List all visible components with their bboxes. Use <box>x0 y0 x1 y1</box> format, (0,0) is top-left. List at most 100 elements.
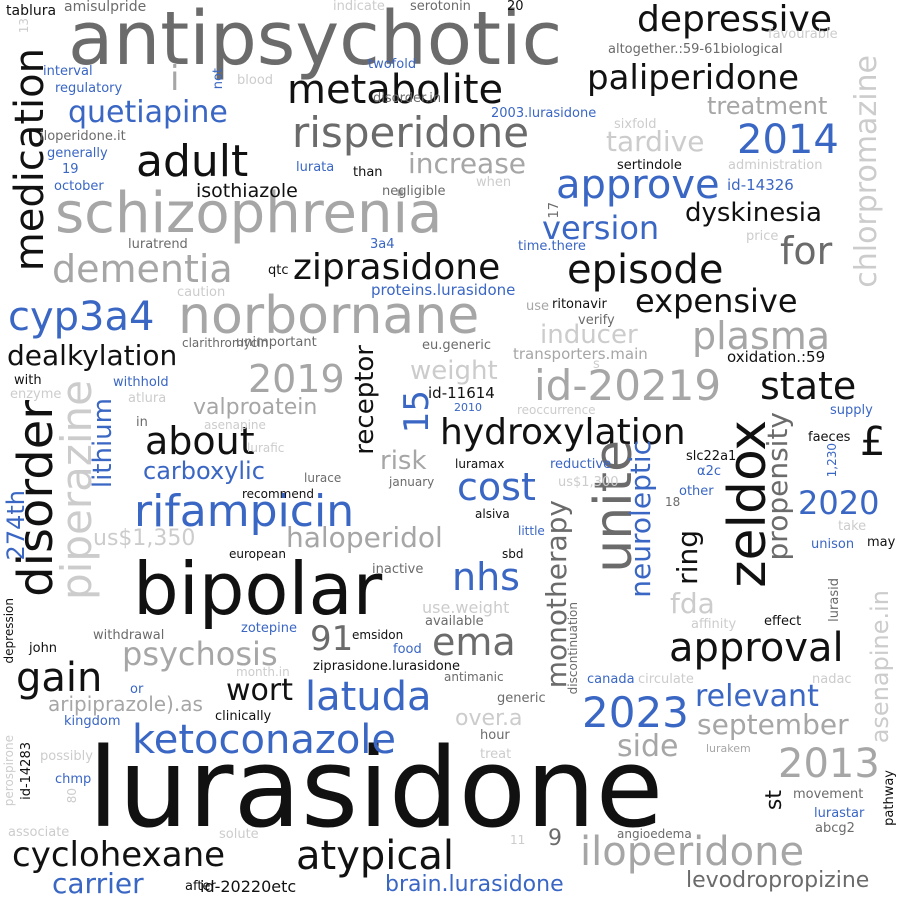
word: clinically <box>215 709 272 724</box>
word: id-14283 <box>19 742 34 800</box>
word: aripiprazole).as <box>48 692 203 716</box>
word: 17 <box>547 202 562 219</box>
word: zotepine <box>241 621 297 636</box>
word: effect <box>764 614 802 629</box>
word: about <box>145 419 255 463</box>
word: ziprasidone.lurasidone <box>313 659 460 674</box>
word: treatment <box>707 92 828 120</box>
word: hydroxylation <box>440 412 686 453</box>
word: interval <box>43 64 93 79</box>
word: associate <box>8 825 70 840</box>
word: regulatory <box>55 81 123 96</box>
word: perospirone <box>2 735 16 807</box>
word: cyclohexane <box>12 835 226 875</box>
word: ziprasidone <box>293 247 501 288</box>
word: 2003.lurasidone <box>491 106 597 121</box>
word: 2014 <box>737 117 839 163</box>
word: carboxylic <box>143 457 265 485</box>
word: lurace <box>304 471 342 485</box>
word: antipsychotic <box>68 0 563 82</box>
word: withdrawal <box>93 628 165 643</box>
word: wort <box>226 673 293 708</box>
word: 2019 <box>248 357 345 401</box>
word: lurastar <box>814 806 865 821</box>
word: blood <box>237 73 274 88</box>
word: caution <box>177 285 226 300</box>
word: brain.lurasidone <box>385 872 564 897</box>
word: receptor <box>350 345 380 455</box>
word: luramax <box>455 457 505 471</box>
word: 80 <box>65 788 79 804</box>
word: affinity <box>691 617 737 632</box>
word: lurata <box>296 160 335 175</box>
word: kingdom <box>64 714 121 729</box>
word: metabolite <box>287 67 504 113</box>
word: indicate <box>333 0 385 14</box>
word: depression <box>2 598 16 664</box>
word: sixfold <box>614 117 657 132</box>
word: isothiazole <box>196 180 298 202</box>
word: episode <box>567 247 724 293</box>
word: nhs <box>452 555 520 599</box>
word: iloperidone.it <box>40 129 126 144</box>
word: adult <box>136 136 249 187</box>
word: asenapine <box>204 418 266 432</box>
word: oxidation.:59 <box>727 348 826 366</box>
word: emsidon <box>352 628 404 642</box>
word: lurasidone <box>88 724 664 852</box>
word: expensive <box>635 282 798 320</box>
word: hour <box>480 728 510 743</box>
word: inactive <box>372 562 424 577</box>
word: chmp <box>55 772 92 787</box>
word: atlura <box>128 391 167 406</box>
word: atypical <box>296 833 454 879</box>
word: 274th <box>2 490 30 561</box>
word: transporters.main <box>513 345 648 363</box>
word: neuroleptic <box>624 440 657 598</box>
word: 11 <box>510 833 526 847</box>
word: recommend <box>242 487 314 501</box>
word: us$1,300 <box>558 475 619 490</box>
word: reductive <box>550 457 612 472</box>
word: reoccurrence <box>517 403 596 417</box>
word: after <box>185 879 216 894</box>
word: 19 <box>62 162 79 177</box>
word: levodropropizine <box>686 868 870 893</box>
word: fda <box>670 587 715 620</box>
word: tardive <box>606 125 705 158</box>
word: state <box>760 364 857 408</box>
word: haloperidol <box>286 521 443 554</box>
word: s <box>593 357 600 372</box>
word: slc22a1 <box>686 449 737 464</box>
word: may <box>867 535 896 550</box>
word: risk <box>380 446 427 476</box>
word: α2c <box>697 464 721 479</box>
word: qtc <box>268 263 289 278</box>
word: i <box>170 59 180 99</box>
word: dyskinesia <box>685 198 822 228</box>
word: treat <box>480 747 512 762</box>
word: approve <box>556 162 720 208</box>
word: id-20220etc <box>200 877 297 896</box>
word: nadac <box>812 672 852 687</box>
word: price <box>746 229 779 244</box>
word: movement <box>793 787 864 802</box>
word: available <box>425 614 484 629</box>
word: discontinuation <box>566 602 580 695</box>
word: bipolar <box>133 547 383 631</box>
word: solute <box>219 827 259 842</box>
word: take <box>838 519 867 534</box>
word: sbd <box>502 547 524 561</box>
word: version <box>542 209 660 247</box>
word: side <box>617 729 679 764</box>
word: over.a <box>455 706 523 731</box>
word: carrier <box>52 867 144 900</box>
word: antimanic <box>444 670 504 684</box>
word: risperidone <box>292 108 530 157</box>
word: angioedema <box>617 827 692 841</box>
word: circulate <box>638 672 694 687</box>
word: 2020 <box>798 484 880 522</box>
word: £ <box>860 419 886 465</box>
word: time.there <box>518 239 586 254</box>
word: 91 <box>310 619 354 659</box>
